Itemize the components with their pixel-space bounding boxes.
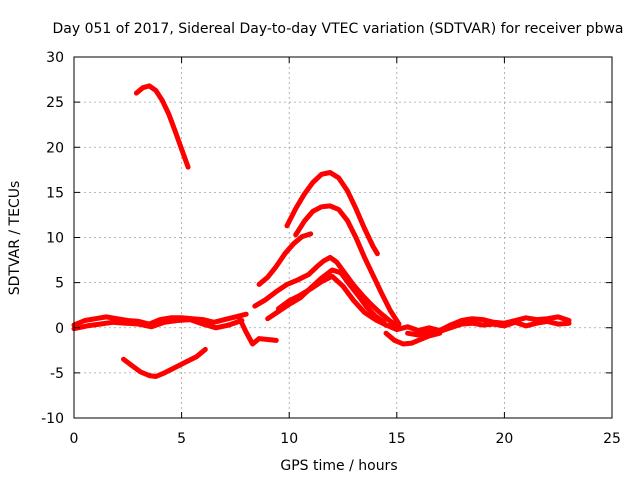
series-arc-peak-6	[265, 267, 387, 325]
y-tick-label: 5	[55, 276, 64, 292]
x-tick-label: 20	[495, 431, 513, 447]
y-axis-label: SDTVAR / TECUs	[7, 181, 23, 296]
series-baseline-late	[383, 314, 572, 333]
series-dip-near-8	[237, 316, 279, 347]
x-axis-label: GPS time / hours	[280, 458, 397, 474]
x-tick-label: 15	[388, 431, 406, 447]
y-tick-label: 30	[46, 50, 64, 66]
series-arc-rise-to-10	[256, 231, 314, 287]
x-tick-label: 0	[70, 431, 79, 447]
x-tick-label: 5	[177, 431, 186, 447]
series-arc-low-early	[121, 346, 208, 379]
tick-labels: 0 5 10 15 20 25 -10 -5 0 5 10 15 20 25 30	[41, 50, 621, 447]
series-baseline-late-lower	[405, 318, 572, 338]
series-arc-peak-8	[252, 254, 400, 329]
y-tick-label: -5	[50, 366, 64, 382]
y-tick-label: 10	[46, 231, 64, 247]
series-low-midday-ramp	[275, 273, 400, 331]
y-tick-label: 15	[46, 185, 64, 201]
series-baseline-early	[71, 311, 249, 328]
grid	[74, 57, 612, 418]
series-arc-peak-13	[293, 203, 402, 327]
x-tick-label: 10	[280, 431, 298, 447]
y-tick-label: 20	[46, 140, 64, 156]
axis-ticks	[73, 56, 613, 419]
y-tick-label: 25	[46, 95, 64, 111]
series-arc-peak-17	[284, 170, 380, 257]
y-tick-label: -10	[41, 411, 64, 427]
y-tick-label: 0	[55, 321, 64, 337]
x-tick-label: 25	[603, 431, 621, 447]
series-baseline-early-lower	[71, 317, 245, 332]
chart-title: Day 051 of 2017, Sidereal Day-to-day VTE…	[52, 21, 623, 37]
series-layer	[71, 83, 572, 379]
series-dip-late	[383, 330, 443, 347]
series-arc-high-early	[133, 83, 191, 170]
